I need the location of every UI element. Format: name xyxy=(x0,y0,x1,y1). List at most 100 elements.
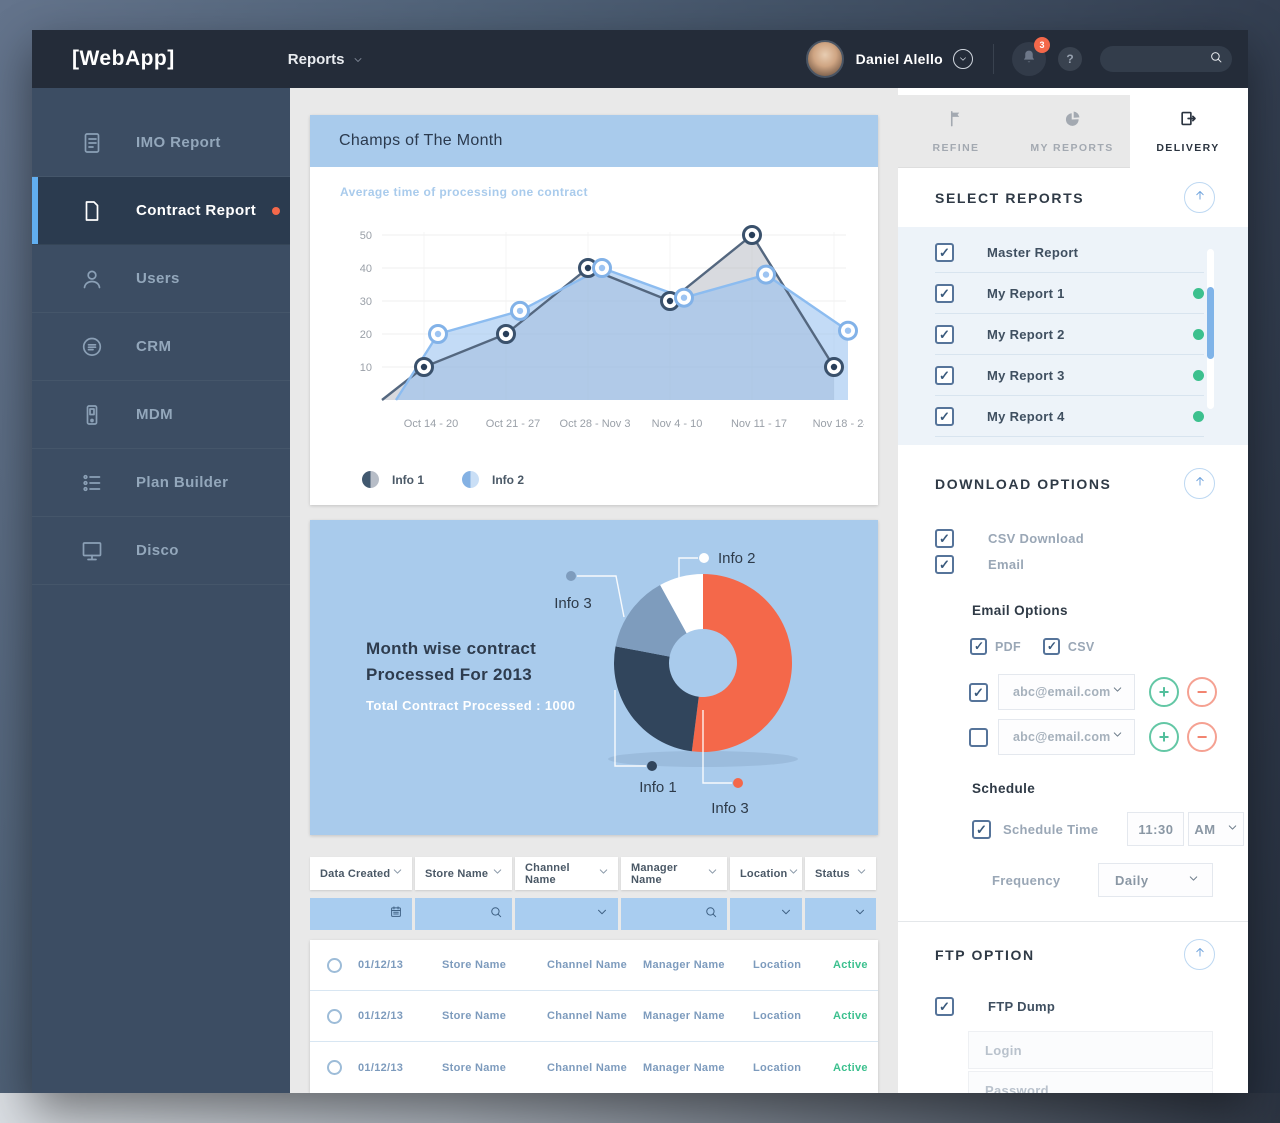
filter-input-data-created[interactable] xyxy=(310,898,412,930)
avatar[interactable] xyxy=(805,40,844,78)
filter-input-store-name[interactable] xyxy=(415,898,512,930)
notifications-button[interactable]: 3 xyxy=(1012,37,1050,76)
ftp-dump-checkbox[interactable] xyxy=(935,997,954,1016)
search-input[interactable] xyxy=(1112,52,1209,66)
chevron-down-icon xyxy=(787,865,800,883)
sidebar-item-contract-report[interactable]: Contract Report xyxy=(32,177,290,245)
row-radio[interactable] xyxy=(327,1060,342,1075)
schedule-time-value[interactable]: 11:30 xyxy=(1127,812,1185,846)
sidebar-item-imo-report[interactable]: IMO Report xyxy=(32,109,290,177)
scrollbar-thumb[interactable] xyxy=(1207,287,1214,359)
cell-location: Location xyxy=(753,959,802,971)
donut-slice-label: Info 1 xyxy=(639,779,677,796)
collapse-download-options-button[interactable] xyxy=(1184,468,1215,499)
add-recipient-button[interactable]: + xyxy=(1149,722,1179,752)
cell-store-name: Store Name xyxy=(442,1010,507,1022)
document-lines-icon xyxy=(80,131,104,155)
table-row[interactable]: 01/12/13 Store Name Channel Name Manager Na… xyxy=(310,991,878,1042)
frequency-label: Frequency xyxy=(992,872,1061,888)
filter-column-data-created[interactable]: Data Created xyxy=(310,857,412,890)
email-checkbox[interactable] xyxy=(935,555,954,574)
table-row[interactable]: 01/12/13 Store Name Channel Name Manager Na… xyxy=(310,1042,878,1093)
pdf-checkbox[interactable] xyxy=(970,638,987,655)
line-chart: 10 20 30 40 50 Oct 14 - 20 Oct 21 - 27 Oct 28 -… xyxy=(360,225,864,430)
meridiem-select[interactable]: AM xyxy=(1188,812,1245,846)
filter-input-manager-name[interactable] xyxy=(621,898,727,930)
filter-input-location[interactable] xyxy=(730,898,802,930)
nav-reports-menu[interactable]: Reports xyxy=(288,51,365,68)
sidebar-item-disco[interactable]: Disco xyxy=(32,517,290,585)
recipient-checkbox[interactable] xyxy=(969,727,988,747)
chart-title: Champs of The Month xyxy=(339,132,503,149)
filter-column-location[interactable]: Location xyxy=(730,857,802,890)
cell-manager-name: Manager Name xyxy=(643,959,725,971)
chevron-down-icon xyxy=(1216,821,1239,837)
filter-column-status[interactable]: Status xyxy=(805,857,876,890)
filter-column-label: Status xyxy=(815,867,850,880)
chevron-down-icon xyxy=(391,865,404,883)
collapse-ftp-option-button[interactable] xyxy=(1184,939,1215,970)
export-icon xyxy=(1179,109,1198,133)
remove-recipient-button[interactable]: − xyxy=(1187,722,1217,752)
tab-refine[interactable]: REFINE xyxy=(898,95,1014,168)
format-csv: CSV xyxy=(1042,638,1095,655)
chevron-down-icon xyxy=(597,865,610,883)
add-recipient-button[interactable]: + xyxy=(1149,677,1179,707)
cell-channel-name: Channel Name xyxy=(547,1010,628,1022)
scrollbar-track[interactable] xyxy=(1207,249,1214,409)
row-radio[interactable] xyxy=(327,957,342,973)
sidebar-item-mdm[interactable]: MDM xyxy=(32,381,290,449)
filter-column-manager-name[interactable]: Manager Name xyxy=(621,857,727,890)
email-format-row: PDF CSV xyxy=(898,638,1248,655)
remove-recipient-button[interactable]: − xyxy=(1187,677,1217,707)
recipient-email-select[interactable]: abc@email.com xyxy=(998,674,1135,710)
sidebar: IMO Report Contract Report Users CRM MDM Plan… xyxy=(32,88,290,1093)
topbar-search[interactable] xyxy=(1100,46,1232,72)
report-checkbox[interactable] xyxy=(935,406,954,426)
filter-input-channel-name[interactable] xyxy=(515,898,618,930)
filter-input-status[interactable] xyxy=(805,898,876,930)
x-tick-label: Nov 4 - 10 xyxy=(652,418,703,430)
report-checkbox[interactable] xyxy=(935,283,954,303)
status-dot xyxy=(1193,410,1204,422)
csv-download-checkbox[interactable] xyxy=(935,529,954,548)
ftp-login-input[interactable] xyxy=(968,1031,1213,1069)
sidebar-item-label: Users xyxy=(136,270,180,287)
table-row[interactable]: 01/12/13 Store Name Channel Name Manager Na… xyxy=(310,940,878,991)
help-button[interactable]: ? xyxy=(1058,47,1082,71)
ftp-dump-label: FTP Dump xyxy=(988,999,1056,1014)
ftp-password-input[interactable] xyxy=(968,1071,1213,1093)
legend-item: Info 1 xyxy=(362,471,424,488)
filter-column-channel-name[interactable]: Channel Name xyxy=(515,857,618,890)
arrow-up-icon xyxy=(1193,188,1207,207)
csv-checkbox[interactable] xyxy=(1042,638,1060,655)
tab-delivery[interactable]: DELIVERY xyxy=(1130,95,1246,168)
recipient-checkbox[interactable] xyxy=(969,682,988,702)
schedule-time-checkbox[interactable] xyxy=(972,819,991,839)
report-checkbox[interactable] xyxy=(935,324,954,344)
recipient-email-value: abc@email.com xyxy=(1013,685,1111,699)
sidebar-item-crm[interactable]: CRM xyxy=(32,313,290,381)
recipient-email-select[interactable]: abc@email.com xyxy=(998,719,1135,755)
sidebar-item-plan-builder[interactable]: Plan Builder xyxy=(32,449,290,517)
sidebar-item-users[interactable]: Users xyxy=(32,245,290,313)
frequency-select[interactable]: Daily xyxy=(1098,863,1213,897)
chevron-down-icon xyxy=(1177,872,1200,888)
option-label: Email xyxy=(988,557,1025,572)
report-checkbox[interactable] xyxy=(935,242,954,262)
cell-status: Active xyxy=(833,959,868,971)
chart-card-header: Champs of The Month xyxy=(310,115,878,167)
collapse-select-reports-button[interactable] xyxy=(1184,182,1215,213)
tab-my-reports[interactable]: MY REPORTS xyxy=(1014,95,1130,168)
report-row-my-report-1: My Report 1 xyxy=(935,273,1204,314)
user-menu-chevron-icon[interactable] xyxy=(953,49,973,69)
row-radio[interactable] xyxy=(327,1008,342,1024)
arrow-up-icon xyxy=(1193,945,1207,964)
search-icon xyxy=(704,905,718,924)
x-tick-label: Nov 18 - 24 xyxy=(813,418,864,430)
donut-chart: Info 3 Info 1 Info 3 Info 2 xyxy=(554,550,798,817)
sidebar-item-label: Plan Builder xyxy=(136,474,229,491)
filter-column-store-name[interactable]: Store Name xyxy=(415,857,512,890)
donut-slice-label: Info 3 xyxy=(554,595,592,612)
report-checkbox[interactable] xyxy=(935,365,954,385)
